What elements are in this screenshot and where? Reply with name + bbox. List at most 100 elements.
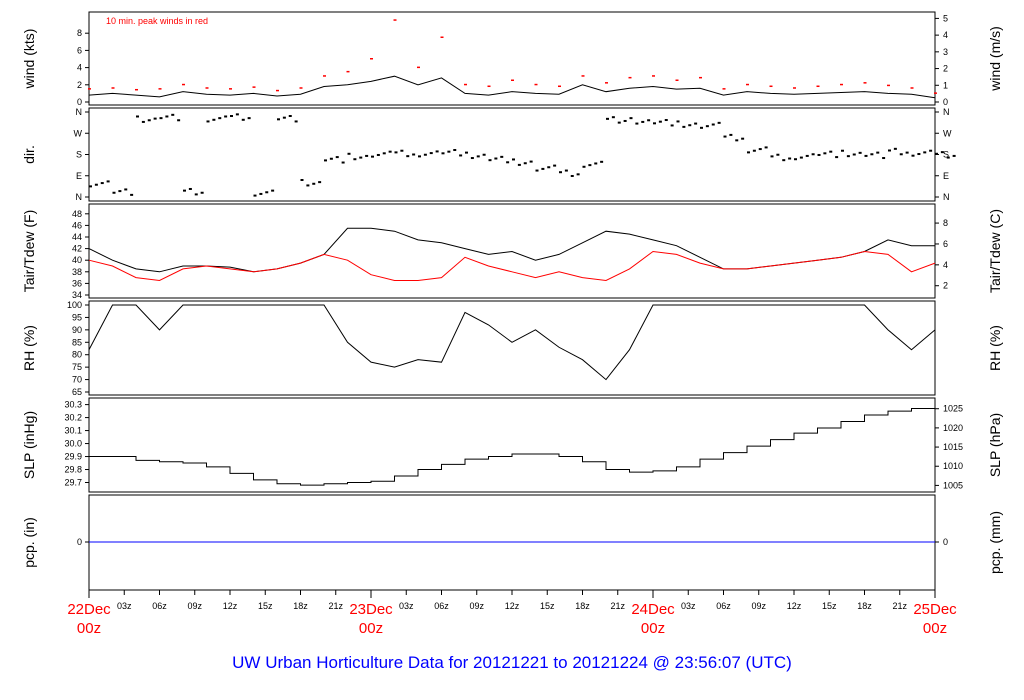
direction-point [929, 149, 933, 152]
direction-point [376, 153, 380, 156]
direction-point [300, 179, 304, 181]
peak-wind-point [182, 83, 185, 86]
direction-point [200, 191, 204, 194]
direction-point [688, 124, 692, 127]
x-hour-label: 06z [152, 601, 167, 611]
x-hour-label: 12z [223, 601, 238, 611]
direction-point [588, 164, 592, 167]
x-day-time-label: 00z [641, 620, 665, 637]
peak-wind-point [793, 87, 796, 89]
direction-point [118, 190, 122, 193]
direction-point [570, 174, 574, 177]
y-tick-label-right: 2 [943, 281, 948, 291]
direction-point [347, 152, 351, 155]
direction-point [694, 122, 698, 125]
direction-point [423, 153, 427, 156]
y-tick-label-right: 1 [943, 80, 948, 90]
panel-frame [88, 203, 936, 299]
direction-point [394, 151, 398, 154]
x-hour-label: 15z [258, 601, 273, 611]
y-tick-label: W [74, 128, 83, 138]
direction-point [282, 116, 286, 119]
direction-point [882, 157, 886, 160]
y-tick-label: 0 [77, 97, 82, 107]
direction-point [835, 156, 839, 159]
direction-point [735, 139, 739, 142]
direction-point [717, 121, 721, 124]
direction-point [235, 113, 239, 116]
direction-point [935, 152, 938, 155]
x-hour-label: 09z [187, 601, 202, 611]
direction-point [177, 119, 181, 122]
peak-wind-point [323, 75, 326, 77]
x-hour-label: 03z [681, 601, 696, 611]
peak-wind-point [299, 87, 303, 89]
y-label-right: pcp. (mm) [987, 511, 1003, 574]
y-label-right: RH (%) [987, 325, 1003, 371]
direction-point [441, 152, 445, 155]
direction-point [482, 153, 486, 156]
panel-frame [88, 397, 936, 493]
x-hour-label: 12z [787, 601, 802, 611]
peak-wind-point [370, 58, 373, 60]
direction-point [147, 119, 151, 122]
peak-wind-point [88, 88, 91, 90]
direction-point [418, 155, 421, 158]
direction-point [494, 157, 498, 160]
y-tick-label-right: 1005 [943, 480, 963, 490]
y-tick-label: 30.0 [64, 439, 82, 449]
y-tick-label-right: 4 [943, 260, 948, 270]
y-tick-label: 95 [72, 312, 82, 322]
direction-point [817, 153, 821, 156]
y-tick-label: 40 [72, 255, 82, 265]
y-tick-label: 44 [72, 232, 82, 242]
direction-point [470, 157, 474, 160]
y-tick-label-right: 6 [943, 239, 948, 249]
rh-line [88, 304, 936, 381]
y-tick-label: 0 [77, 537, 82, 547]
direction-point [318, 181, 322, 184]
direction-point [658, 120, 662, 123]
direction-point [917, 153, 921, 156]
direction-point [705, 125, 709, 128]
y-tick-label-right: 1025 [943, 404, 963, 414]
direction-point [535, 169, 539, 172]
peak-wind-point [487, 85, 491, 88]
direction-point [312, 182, 316, 185]
y-tick-label: N [76, 107, 83, 117]
peak-wind-point [652, 75, 655, 77]
direction-point [359, 156, 363, 159]
direction-point [553, 164, 557, 167]
y-tick-label: 48 [72, 209, 82, 219]
y-tick-label-right: 8 [943, 218, 948, 228]
x-hour-label: 15z [822, 601, 837, 611]
peak-wind-point [863, 82, 867, 84]
direction-point [641, 120, 645, 123]
direction-point [741, 137, 745, 140]
y-tick-label-right: 2 [943, 64, 948, 74]
direction-point [858, 151, 862, 154]
direction-point [899, 153, 903, 156]
x-hour-label: 21z [610, 601, 625, 611]
direction-point [94, 183, 98, 186]
peak-wind-point [840, 83, 843, 86]
panel-frame [88, 107, 936, 202]
y-tick-label: 4 [77, 63, 82, 73]
direction-point [923, 151, 927, 154]
direction-point [946, 156, 950, 159]
y-label-left: dir. [21, 145, 37, 164]
direction-point [647, 119, 651, 122]
direction-point [400, 149, 404, 152]
y-label-right: Tair/Tdew (C) [987, 209, 1003, 293]
direction-point [623, 119, 627, 122]
direction-point [670, 124, 674, 127]
peak-wind-point [534, 83, 538, 86]
peak-wind-point [934, 92, 937, 94]
y-tick-label: 90 [72, 325, 82, 335]
direction-point [700, 126, 703, 129]
peak-wind-point [276, 89, 279, 92]
direction-point [371, 155, 374, 158]
y-tick-label: 100 [67, 300, 82, 310]
direction-point [106, 180, 110, 183]
y-label-left: Tair/Tdew (F) [21, 210, 37, 292]
